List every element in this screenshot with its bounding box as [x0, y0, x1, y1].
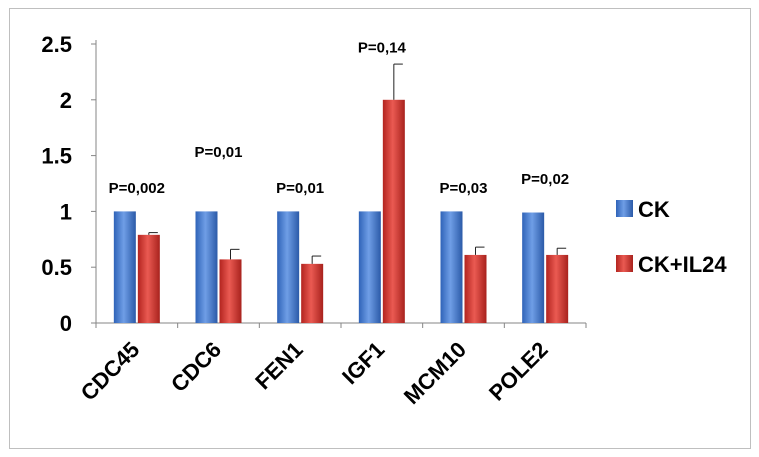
- category-label: CDC6: [166, 337, 226, 397]
- y-tick-label: 2.5: [41, 32, 72, 57]
- bar: [382, 99, 405, 323]
- axes: 0 0.5 1 1.5 2 2.5: [41, 32, 587, 336]
- category-label: CDC45: [76, 337, 145, 406]
- labels: P=0,002 CDC45 P=0,01 CDC6 P=0,01 FEN1 P=0,14 IG…: [76, 39, 569, 409]
- bar: [219, 259, 242, 323]
- p-value-label: P=0,01: [276, 180, 324, 197]
- p-value-label: P=0,14: [358, 39, 407, 56]
- category-label: POLE2: [484, 337, 553, 406]
- p-value-label: P=0,002: [109, 180, 165, 197]
- chart-frame: [9, 8, 751, 449]
- category-label: FEN1: [250, 337, 307, 394]
- p-value-label: P=0,02: [521, 171, 569, 188]
- y-tick-label: 0: [60, 311, 72, 336]
- bar: [546, 254, 569, 323]
- y-tick-label: 2: [60, 88, 72, 113]
- legend: CK CK+IL24: [616, 197, 727, 277]
- y-tick-label: 1: [60, 199, 72, 224]
- category-label: MCM10: [399, 337, 471, 409]
- y-tick-label: 0.5: [41, 255, 72, 280]
- bar: [522, 212, 545, 323]
- category-label: IGF1: [337, 337, 389, 389]
- bar: [137, 234, 160, 323]
- bar: [195, 211, 218, 323]
- legend-swatch: [616, 200, 633, 217]
- y-tick-label: 1.5: [41, 144, 72, 169]
- p-value-label: P=0,03: [440, 180, 488, 197]
- legend-label: CK: [638, 197, 670, 222]
- bar: [440, 211, 463, 323]
- bar: [358, 211, 381, 323]
- bar: [277, 211, 300, 323]
- p-value-label: P=0,01: [195, 144, 243, 161]
- legend-swatch: [616, 255, 633, 272]
- bar: [464, 254, 487, 323]
- bar: [301, 263, 324, 323]
- legend-label: CK+IL24: [638, 252, 727, 277]
- bar: [113, 211, 136, 323]
- bars: [113, 63, 569, 323]
